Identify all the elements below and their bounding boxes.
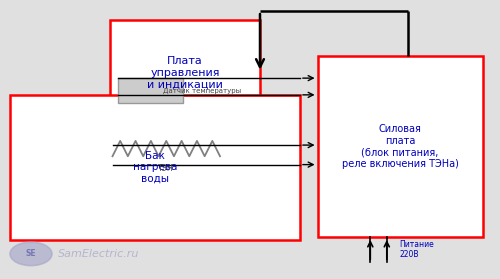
Bar [10, 95, 300, 240]
Text: Плата
управления
и индикации: Плата управления и индикации [147, 56, 223, 89]
Bar [318, 56, 482, 237]
Text: Силовая
плата
(блок питания,
реле включения ТЭНа): Силовая плата (блок питания, реле включе… [342, 124, 458, 169]
Bar [110, 20, 260, 126]
Text: ТЭН: ТЭН [158, 163, 174, 173]
Text: Питание
220В: Питание 220В [400, 240, 434, 259]
Text: Датчик температуры: Датчик температуры [164, 88, 242, 94]
Bar [118, 78, 182, 103]
Text: SamElectric.ru: SamElectric.ru [58, 249, 139, 259]
Circle shape [10, 242, 52, 266]
Text: SE: SE [26, 249, 36, 258]
Text: Бак
нагрева
воды: Бак нагрева воды [133, 151, 177, 184]
